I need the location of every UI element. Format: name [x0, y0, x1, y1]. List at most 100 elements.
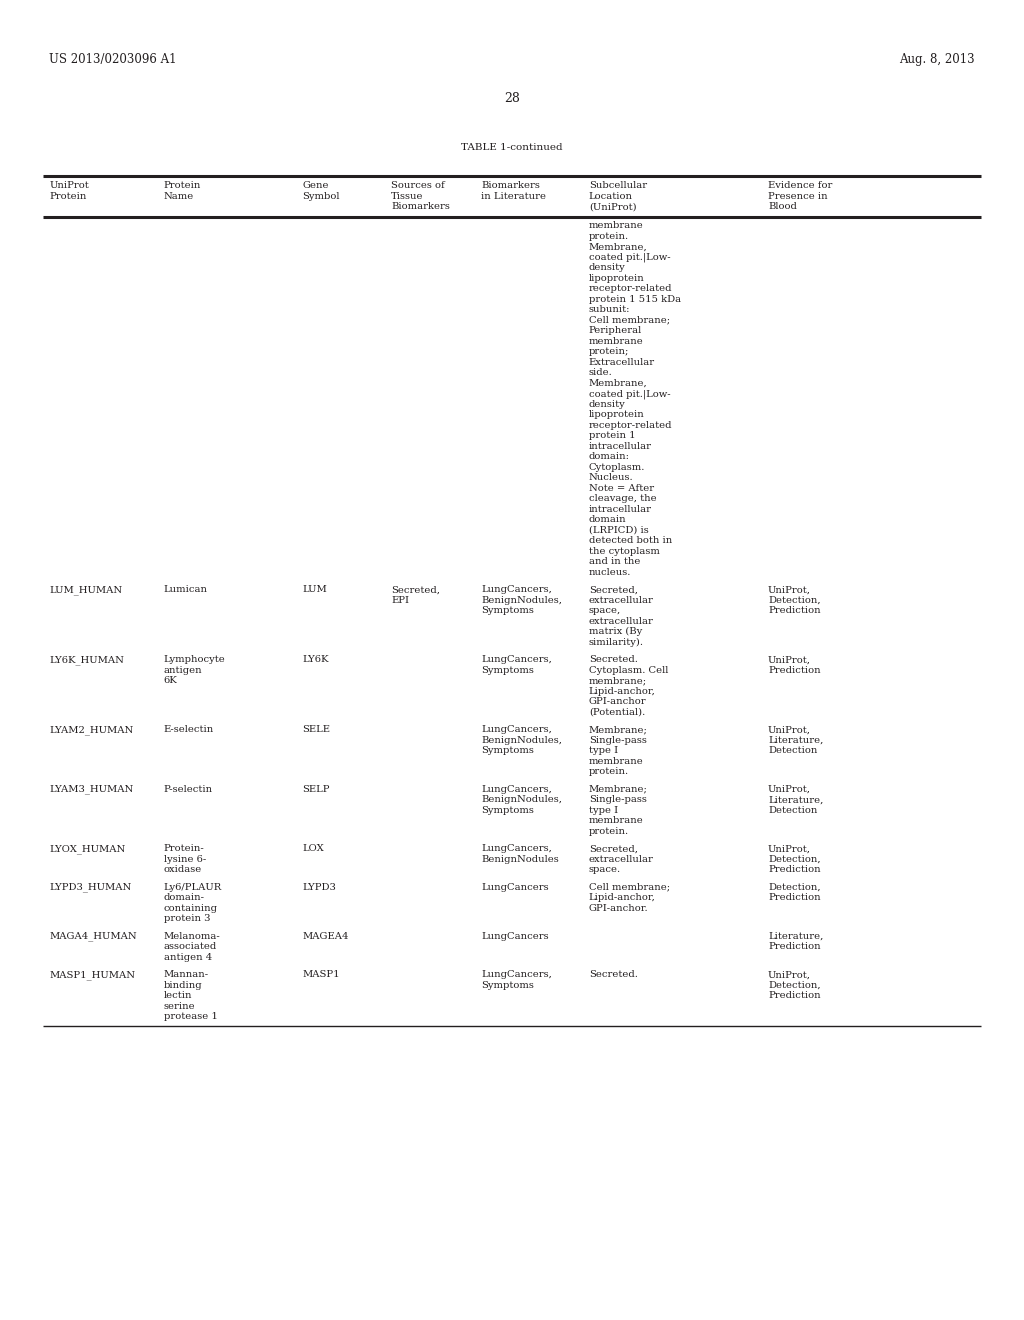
Text: in Literature: in Literature	[481, 191, 546, 201]
Text: Lipid-anchor,: Lipid-anchor,	[589, 686, 655, 696]
Text: Prediction: Prediction	[768, 665, 820, 675]
Text: Lumican: Lumican	[164, 585, 208, 594]
Text: domain: domain	[589, 515, 627, 524]
Text: Blood: Blood	[768, 202, 797, 211]
Text: Symptoms: Symptoms	[481, 981, 535, 990]
Text: LungCancers,: LungCancers,	[481, 725, 552, 734]
Text: Peripheral: Peripheral	[589, 326, 642, 335]
Text: Lymphocyte: Lymphocyte	[164, 655, 225, 664]
Text: LYAM2_HUMAN: LYAM2_HUMAN	[49, 725, 133, 735]
Text: LungCancers,: LungCancers,	[481, 845, 552, 853]
Text: Mannan-: Mannan-	[164, 970, 209, 979]
Text: Detection,: Detection,	[768, 981, 820, 990]
Text: LY6K_HUMAN: LY6K_HUMAN	[49, 655, 124, 665]
Text: Secreted,: Secreted,	[589, 585, 638, 594]
Text: LYPD3: LYPD3	[302, 883, 336, 892]
Text: (LRPICD) is: (LRPICD) is	[589, 525, 648, 535]
Text: matrix (By: matrix (By	[589, 627, 642, 636]
Text: Symbol: Symbol	[302, 191, 340, 201]
Text: and in the: and in the	[589, 557, 640, 566]
Text: LY6K: LY6K	[302, 655, 329, 664]
Text: density: density	[589, 263, 626, 272]
Text: serine: serine	[164, 1002, 196, 1011]
Text: MAGA4_HUMAN: MAGA4_HUMAN	[49, 932, 137, 941]
Text: binding: binding	[164, 981, 203, 990]
Text: Melanoma-: Melanoma-	[164, 932, 220, 941]
Text: LYAM3_HUMAN: LYAM3_HUMAN	[49, 784, 133, 795]
Text: protein;: protein;	[589, 347, 629, 356]
Text: lipoprotein: lipoprotein	[589, 411, 644, 420]
Text: TABLE 1-continued: TABLE 1-continued	[461, 143, 563, 152]
Text: Prediction: Prediction	[768, 894, 820, 903]
Text: domain:: domain:	[589, 453, 630, 461]
Text: domain-: domain-	[164, 894, 205, 903]
Text: UniProt,: UniProt,	[768, 655, 811, 664]
Text: cleavage, the: cleavage, the	[589, 494, 656, 503]
Text: LYOX_HUMAN: LYOX_HUMAN	[49, 843, 125, 854]
Text: intracellular: intracellular	[589, 442, 652, 451]
Text: associated: associated	[164, 942, 217, 952]
Text: (Potential).: (Potential).	[589, 708, 645, 717]
Text: Literature,: Literature,	[768, 796, 823, 804]
Text: coated pit.|Low-: coated pit.|Low-	[589, 252, 671, 263]
Text: membrane;: membrane;	[589, 676, 647, 685]
Text: Membrane;: Membrane;	[589, 725, 647, 734]
Text: GPI-anchor.: GPI-anchor.	[589, 904, 648, 913]
Text: Protein-: Protein-	[164, 845, 205, 853]
Text: Cell membrane;: Cell membrane;	[589, 883, 670, 892]
Text: Sources of: Sources of	[391, 181, 444, 190]
Text: Lipid-anchor,: Lipid-anchor,	[589, 894, 655, 903]
Text: SELP: SELP	[302, 785, 330, 793]
Text: Protein: Protein	[164, 181, 201, 190]
Text: extracellular: extracellular	[589, 616, 653, 626]
Text: membrane: membrane	[589, 222, 643, 230]
Text: extracellular: extracellular	[589, 855, 653, 863]
Text: Biomarkers: Biomarkers	[391, 202, 450, 211]
Text: antigen 4: antigen 4	[164, 953, 212, 962]
Text: MASP1: MASP1	[302, 970, 340, 979]
Text: similarity).: similarity).	[589, 638, 644, 647]
Text: type I: type I	[589, 746, 617, 755]
Text: UniProt,: UniProt,	[768, 585, 811, 594]
Text: Literature,: Literature,	[768, 735, 823, 744]
Text: Evidence for: Evidence for	[768, 181, 833, 190]
Text: 6K: 6K	[164, 676, 177, 685]
Text: Presence in: Presence in	[768, 191, 827, 201]
Text: Location: Location	[589, 191, 633, 201]
Text: Detection: Detection	[768, 746, 817, 755]
Text: Prediction: Prediction	[768, 606, 820, 615]
Text: Prediction: Prediction	[768, 991, 820, 1001]
Text: side.: side.	[589, 368, 612, 378]
Text: E-selectin: E-selectin	[164, 725, 214, 734]
Text: Tissue: Tissue	[391, 191, 424, 201]
Text: Literature,: Literature,	[768, 932, 823, 941]
Text: Subcellular: Subcellular	[589, 181, 647, 190]
Text: LUM: LUM	[302, 585, 327, 594]
Text: Prediction: Prediction	[768, 942, 820, 952]
Text: Name: Name	[164, 191, 195, 201]
Text: (UniProt): (UniProt)	[589, 202, 637, 211]
Text: Secreted,: Secreted,	[589, 845, 638, 853]
Text: LOX: LOX	[302, 845, 324, 853]
Text: US 2013/0203096 A1: US 2013/0203096 A1	[49, 53, 177, 66]
Text: LYPD3_HUMAN: LYPD3_HUMAN	[49, 883, 131, 892]
Text: BenignNodules: BenignNodules	[481, 855, 559, 863]
Text: MASP1_HUMAN: MASP1_HUMAN	[49, 970, 135, 979]
Text: LungCancers,: LungCancers,	[481, 585, 552, 594]
Text: protein 1 515 kDa: protein 1 515 kDa	[589, 294, 681, 304]
Text: membrane: membrane	[589, 337, 643, 346]
Text: UniProt: UniProt	[49, 181, 89, 190]
Text: UniProt,: UniProt,	[768, 785, 811, 793]
Text: BenignNodules,: BenignNodules,	[481, 735, 562, 744]
Text: Symptoms: Symptoms	[481, 746, 535, 755]
Text: Gene: Gene	[302, 181, 329, 190]
Text: Ly6/PLAUR: Ly6/PLAUR	[164, 883, 222, 892]
Text: lipoprotein: lipoprotein	[589, 273, 644, 282]
Text: GPI-anchor: GPI-anchor	[589, 697, 646, 706]
Text: protein.: protein.	[589, 767, 629, 776]
Text: LungCancers,: LungCancers,	[481, 970, 552, 979]
Text: LungCancers,: LungCancers,	[481, 785, 552, 793]
Text: MAGEA4: MAGEA4	[302, 932, 348, 941]
Text: containing: containing	[164, 904, 218, 913]
Text: lysine 6-: lysine 6-	[164, 855, 206, 863]
